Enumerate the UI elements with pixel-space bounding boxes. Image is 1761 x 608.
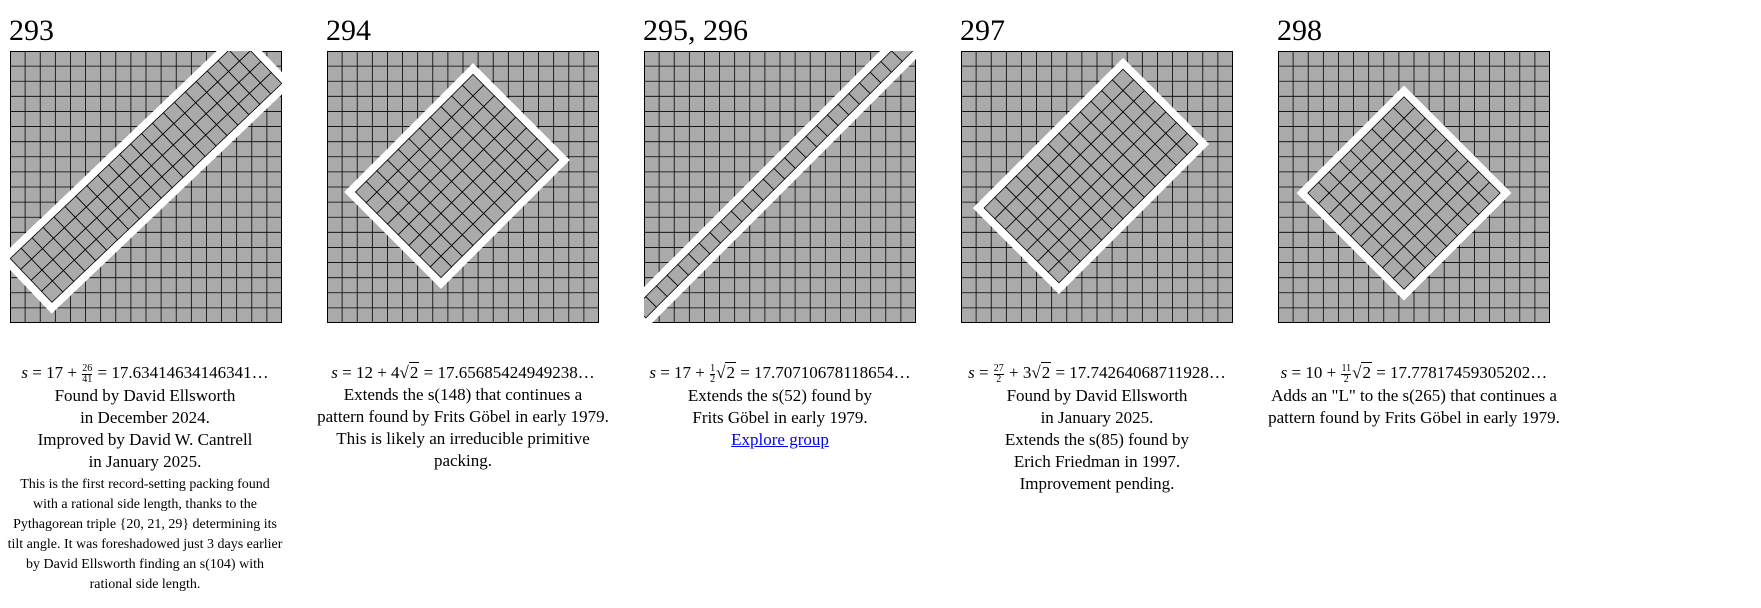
side-length-formula: s = 27 2 + 3√2 = 17.74264068711928… bbox=[968, 362, 1226, 385]
caption-297: s = 27 2 + 3√2 = 17.74264068711928… Found… bbox=[927, 362, 1267, 495]
tilted-square bbox=[536, 148, 560, 172]
description-line: Extends the s(85) found by bbox=[1004, 429, 1190, 449]
packing-panel-298: 298 bbox=[1268, 10, 1588, 48]
packing-diagram-293 bbox=[10, 51, 282, 323]
panel-number: 295, 296 bbox=[643, 14, 748, 47]
description-line: Found by David Ellsworth bbox=[54, 385, 236, 405]
packing-panel-294: 294 bbox=[317, 10, 637, 48]
packing-panel-295-296: 295, 296 bbox=[634, 10, 954, 48]
description-line: in December 2024. bbox=[80, 407, 210, 427]
packing-diagram-295-296 bbox=[644, 51, 916, 323]
packing-diagram-298 bbox=[1278, 51, 1550, 323]
description-line: Improved by David W. Cantrell bbox=[37, 429, 253, 449]
side-length-formula: s = 10 + 11 2 √2 = 17.77817459305202… bbox=[1280, 362, 1548, 385]
description-line: Adds an "L" to the s(265) that continues… bbox=[1271, 385, 1557, 405]
packing-diagram-297 bbox=[961, 51, 1233, 323]
description-line: This is likely an irreducible primitive bbox=[336, 429, 590, 448]
tilted-square bbox=[890, 51, 914, 63]
packing-panel-293: 293 bbox=[0, 10, 320, 48]
tilted-square bbox=[259, 71, 282, 95]
panel-number: 297 bbox=[960, 14, 1005, 47]
tilted-square-block bbox=[644, 51, 914, 319]
tilted-square bbox=[1478, 181, 1501, 205]
description-line: in January 2025. bbox=[1040, 407, 1154, 427]
description-line: packing. bbox=[433, 451, 493, 470]
description-line: pattern found by Frits Göbel in early 19… bbox=[1268, 407, 1560, 427]
note-text: This is the first record-setting packing… bbox=[7, 476, 283, 592]
description-line: Extends the s(148) that continues a bbox=[343, 385, 583, 404]
panel-number: 293 bbox=[9, 14, 54, 47]
packing-diagram-294 bbox=[327, 51, 599, 323]
description-line: Frits Göbel in early 1979. bbox=[692, 407, 868, 427]
description-line: Found by David Ellsworth bbox=[1006, 385, 1188, 405]
tilted-square-block bbox=[1307, 96, 1501, 290]
panel-number: 294 bbox=[326, 14, 371, 47]
tilted-square-block bbox=[354, 73, 560, 279]
side-length-formula: s = 17 + 1 2 √2 = 17.70710678118654… bbox=[649, 362, 911, 385]
side-length-formula: s = 17 + 26 41 = 17.63414634146341… bbox=[21, 362, 269, 385]
tilted-square-block bbox=[10, 51, 282, 303]
tilted-square-block bbox=[983, 68, 1199, 284]
side-length-formula: s = 12 + 4√2 = 17.65685424949238… bbox=[331, 362, 595, 382]
description-line: Extends the s(52) found by bbox=[687, 385, 873, 405]
caption-293: s = 17 + 26 41 = 17.63414634146341… Found… bbox=[0, 362, 315, 595]
caption-295-296: s = 17 + 1 2 √2 = 17.70710678118654… Exten… bbox=[610, 362, 950, 451]
packing-panel-297: 297 bbox=[951, 10, 1271, 48]
panel-number: 298 bbox=[1277, 14, 1322, 47]
tilted-square bbox=[1175, 132, 1199, 156]
description-line: in January 2025. bbox=[88, 451, 202, 471]
caption-294: s = 12 + 4√2 = 17.65685424949238… Extend… bbox=[293, 362, 633, 472]
description-line: Improvement pending. bbox=[1019, 473, 1175, 493]
explore-group-link[interactable]: Explore group bbox=[731, 429, 829, 449]
description-line: Erich Friedman in 1997. bbox=[1013, 451, 1181, 471]
caption-298: s = 10 + 11 2 √2 = 17.77817459305202… Adds… bbox=[1244, 362, 1584, 429]
description-line: pattern found by Frits Göbel in early 19… bbox=[317, 407, 609, 426]
